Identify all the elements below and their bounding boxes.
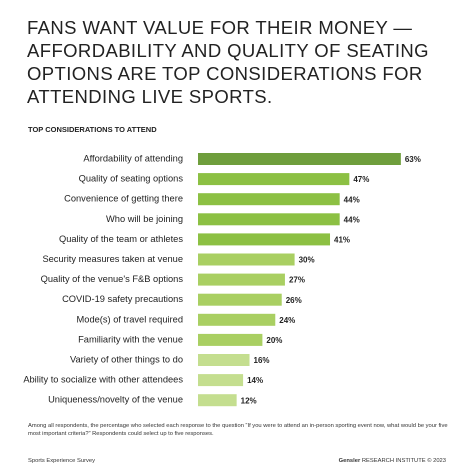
chart-subtitle: TOP CONSIDERATIONS TO ATTEND	[28, 125, 157, 134]
value-label: 16%	[254, 356, 270, 365]
category-label: Who will be joining	[106, 214, 183, 224]
bar	[198, 333, 263, 346]
value-label: 26%	[286, 296, 302, 305]
value-label: 47%	[353, 175, 369, 184]
category-label: Affordability of attending	[83, 153, 183, 163]
value-label: 27%	[289, 276, 305, 285]
bar	[198, 193, 340, 206]
category-label: Quality of the venue's F&B options	[41, 274, 184, 284]
value-label: 14%	[247, 376, 263, 385]
category-label: Familiarity with the venue	[78, 334, 183, 344]
category-label: COVID-19 safety precautions	[62, 294, 183, 304]
category-label: Security measures taken at venue	[42, 254, 183, 264]
bar	[198, 374, 244, 387]
value-label: 63%	[405, 155, 421, 164]
value-label: 24%	[279, 316, 295, 325]
value-label: 20%	[266, 336, 282, 345]
chart-title: AFFORDABILITY AND QUALITY OF SEATING	[27, 40, 429, 61]
source: Sports Experience Survey	[28, 458, 96, 464]
bar	[198, 213, 340, 226]
category-label: Ability to socialize with other attendee…	[23, 375, 183, 385]
credit-block: Gensler RESEARCH INSTITUTE © 2023	[339, 458, 446, 464]
bar	[198, 253, 295, 266]
chart-title: FANS WANT VALUE FOR THEIR MONEY —	[27, 17, 412, 38]
value-label: 44%	[344, 215, 360, 224]
value-label: 44%	[344, 195, 360, 204]
category-label: Quality of the team or athletes	[59, 234, 183, 244]
footnote: Among all respondents, the percentage wh…	[28, 423, 448, 437]
chart-title: OPTIONS ARE TOP CONSIDERATIONS FOR	[27, 63, 423, 84]
bar	[198, 153, 401, 165]
category-label: Mode(s) of travel required	[77, 314, 183, 324]
bar	[198, 313, 276, 326]
value-label: 41%	[334, 236, 350, 245]
bar	[198, 233, 331, 246]
bar	[198, 354, 250, 366]
category-label: Uniqueness/novelty of the venue	[48, 395, 183, 405]
bar	[198, 173, 350, 186]
category-label: Variety of other things to do	[70, 354, 183, 364]
category-label: Quality of seating options	[79, 174, 184, 184]
value-label: 12%	[241, 396, 257, 405]
brand: Gensler	[338, 458, 361, 464]
bar	[198, 293, 282, 306]
bar	[198, 394, 237, 407]
credit: RESEARCH INSTITUTE © 2023	[361, 458, 446, 464]
chart-title: ATTENDING LIVE SPORTS.	[27, 86, 273, 107]
value-label: 30%	[299, 256, 315, 265]
bar	[198, 273, 285, 286]
category-label: Convenience of getting there	[64, 194, 183, 204]
